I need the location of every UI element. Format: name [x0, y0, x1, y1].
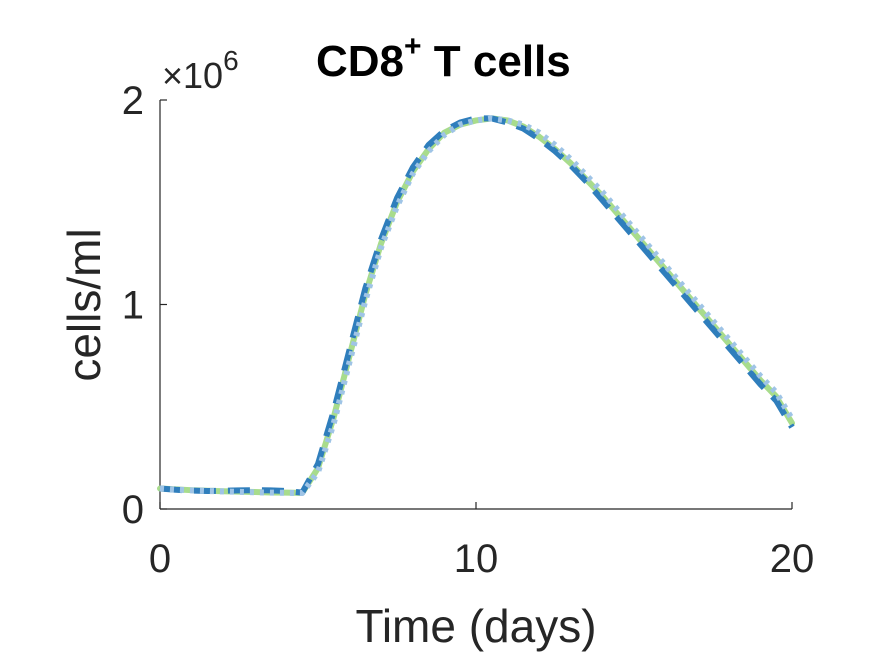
y-tick-label: 0: [122, 488, 144, 532]
x-tick-label: 0: [149, 537, 171, 581]
chart-title-main: CD8: [316, 37, 404, 86]
ticks: 0 10 20 0 1 2: [122, 79, 815, 581]
y-tick-label: 1: [122, 284, 144, 328]
y-axis-label: cells/ml: [58, 228, 110, 381]
x-tick-label: 20: [770, 537, 815, 581]
chart-title: CD8+ T cells: [316, 30, 571, 86]
y-multiplier-base: ×10: [162, 55, 223, 96]
y-tick-label: 2: [122, 79, 144, 123]
x-tick-label: 10: [454, 537, 499, 581]
x-axis-label: Time (days): [355, 600, 596, 652]
chart-title-suffix: T cells: [422, 37, 571, 86]
series-line-dashed: [159, 115, 795, 496]
series-group: [157, 115, 795, 497]
y-multiplier: ×106: [162, 45, 239, 96]
y-multiplier-exponent: 6: [223, 45, 239, 76]
chart-title-superscript: +: [404, 30, 422, 63]
